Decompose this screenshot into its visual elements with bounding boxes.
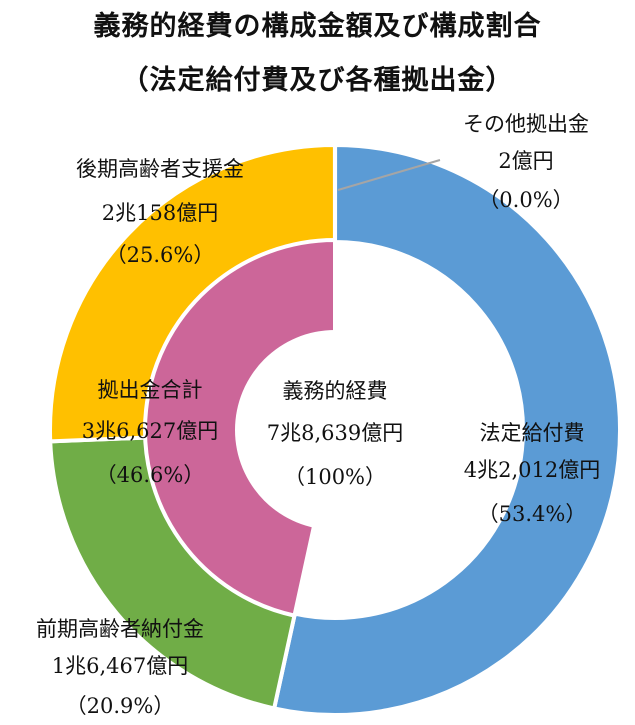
center-pct: （100%）: [284, 465, 386, 489]
label-contributions-total-pct: （46.6%）: [96, 463, 205, 487]
label-legal-benefits-amount: 4兆2,012億円: [464, 458, 600, 482]
label-late-elderly-name: 後期高齢者支援金: [76, 157, 244, 181]
center-label: 義務的経費: [283, 379, 388, 403]
label-contributions-total-name: 拠出金合計: [98, 378, 203, 402]
label-early-elderly-name: 前期高齢者納付金: [36, 617, 204, 641]
outer-ring: [48, 142, 622, 717]
outer-slice-legal-benefits: [272, 143, 622, 717]
label-late-elderly-pct: （25.6%）: [106, 243, 215, 267]
label-early-elderly-pct: （20.9%）: [66, 694, 175, 718]
label-legal-benefits-pct: （53.4%）: [478, 502, 587, 526]
label-contributions-total-amount: 3兆6,627億円: [82, 419, 218, 443]
label-other-name: その他拠出金: [463, 112, 589, 136]
center-amount: 7兆8,639億円: [267, 421, 403, 445]
label-other-pct: （0.0%）: [478, 188, 573, 212]
leader-line-other: [337, 159, 441, 191]
label-late-elderly-amount: 2兆158億円: [102, 201, 218, 225]
chart-subtitle: （法定給付費及び各種拠出金）: [121, 65, 514, 96]
center-hole: [235, 330, 435, 530]
label-other-amount: 2億円: [498, 149, 553, 173]
label-legal-benefits-name: 法定給付費: [480, 421, 585, 445]
chart-title: 義務的経費の構成金額及び構成割合: [93, 11, 542, 42]
label-early-elderly-amount: 1兆6,467億円: [52, 654, 188, 678]
